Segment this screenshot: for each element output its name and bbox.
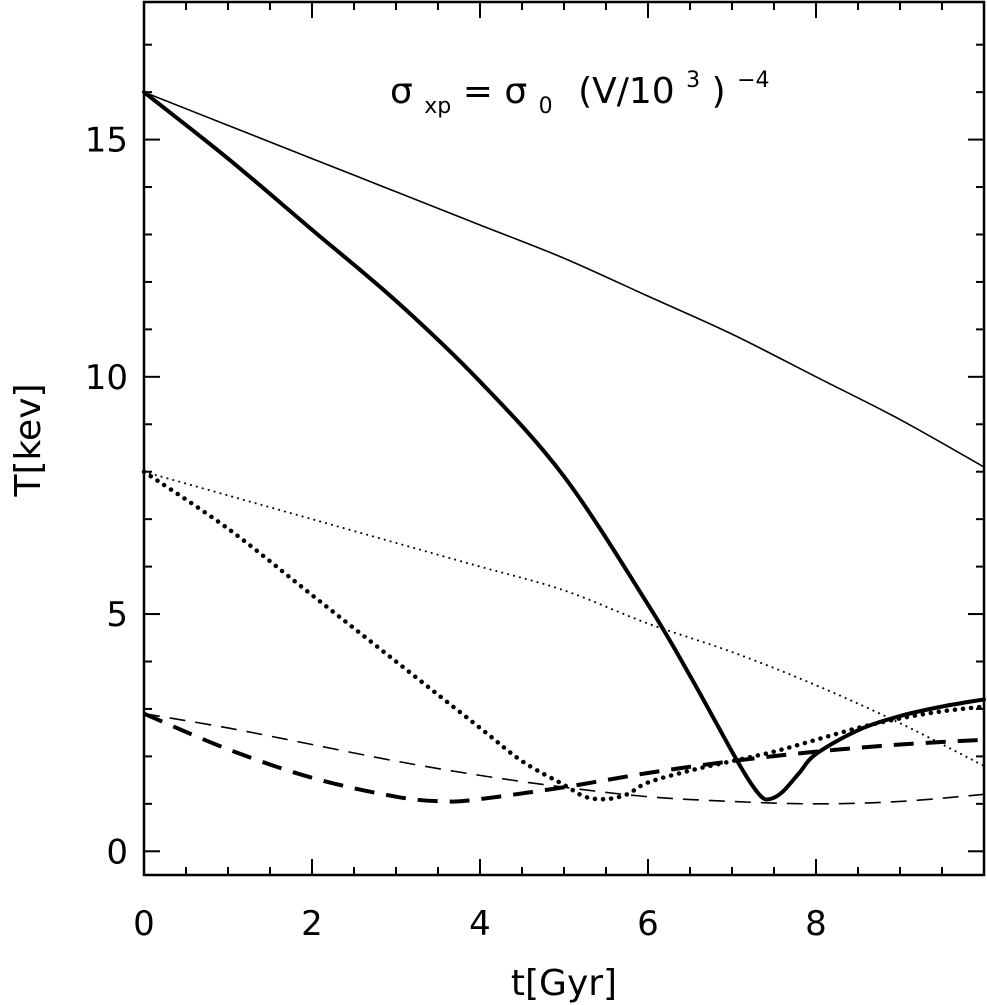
x-tick-label: 8 <box>805 904 827 944</box>
annotation: σ xp = σ 0 (V/10 3 ) −4 <box>390 55 770 122</box>
annotation-sigma2: σ <box>504 71 527 112</box>
y-tick-label: 5 <box>106 595 128 635</box>
y-tick-label: 15 <box>85 121 128 161</box>
x-tick-label: 2 <box>301 904 323 944</box>
x-tick-label: 4 <box>469 904 491 944</box>
y-tick-label: 10 <box>85 358 128 398</box>
annotation-close: ) <box>712 71 726 112</box>
y-tick-label: 0 <box>106 832 128 872</box>
annotation-sub2: 0 <box>539 94 553 119</box>
plot-frame <box>142 0 986 877</box>
series-line-thin-dotted <box>143 470 985 767</box>
series-line-thick-dotted <box>141 469 987 802</box>
x-axis-title: t[Gyr] <box>511 963 617 1004</box>
tick-labels: 0 2 4 6 8 0 5 10 15 <box>85 121 827 944</box>
axis-ticks <box>143 2 985 875</box>
series-line-thick-dashed <box>143 711 985 804</box>
x-tick-label: 0 <box>133 904 155 944</box>
annotation-body: (V/10 <box>578 71 675 112</box>
annotation-sup2: −4 <box>737 68 769 93</box>
annotation-sigma: σ <box>390 71 413 112</box>
annotation-sub1: xp <box>424 94 451 119</box>
x-tick-label: 6 <box>637 904 659 944</box>
annotation-sup1: 3 <box>686 68 700 93</box>
series-group <box>141 90 987 805</box>
annotation-equals: = <box>463 71 493 112</box>
series-line-thin-solid <box>143 91 985 468</box>
series-line-thick-solid <box>142 90 986 802</box>
y-axis-title: T[kev] <box>8 383 49 497</box>
